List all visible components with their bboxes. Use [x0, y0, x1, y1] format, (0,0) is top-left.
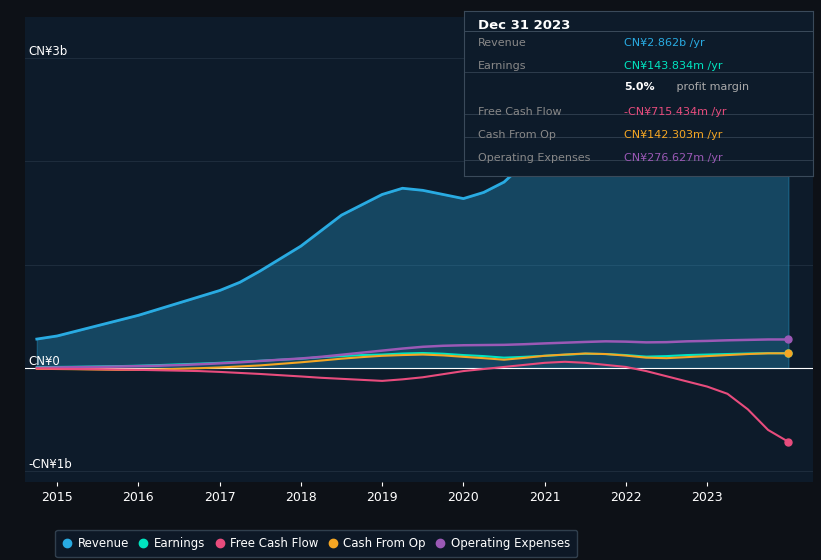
- Text: Operating Expenses: Operating Expenses: [478, 153, 590, 164]
- Text: Free Cash Flow: Free Cash Flow: [478, 107, 562, 117]
- Text: CN¥3b: CN¥3b: [29, 45, 68, 58]
- Text: Cash From Op: Cash From Op: [478, 130, 556, 140]
- Legend: Revenue, Earnings, Free Cash Flow, Cash From Op, Operating Expenses: Revenue, Earnings, Free Cash Flow, Cash …: [56, 530, 577, 557]
- Text: Earnings: Earnings: [478, 61, 526, 71]
- Text: Dec 31 2023: Dec 31 2023: [478, 20, 571, 32]
- Text: CN¥143.834m /yr: CN¥143.834m /yr: [624, 61, 722, 71]
- Text: CN¥276.627m /yr: CN¥276.627m /yr: [624, 153, 723, 164]
- Text: 5.0%: 5.0%: [624, 82, 655, 92]
- Text: Revenue: Revenue: [478, 38, 526, 48]
- Text: profit margin: profit margin: [673, 82, 750, 92]
- Text: CN¥0: CN¥0: [29, 355, 60, 368]
- Text: CN¥2.862b /yr: CN¥2.862b /yr: [624, 38, 705, 48]
- Text: -CN¥1b: -CN¥1b: [29, 458, 72, 472]
- Text: -CN¥715.434m /yr: -CN¥715.434m /yr: [624, 107, 727, 117]
- Text: CN¥142.303m /yr: CN¥142.303m /yr: [624, 130, 722, 140]
